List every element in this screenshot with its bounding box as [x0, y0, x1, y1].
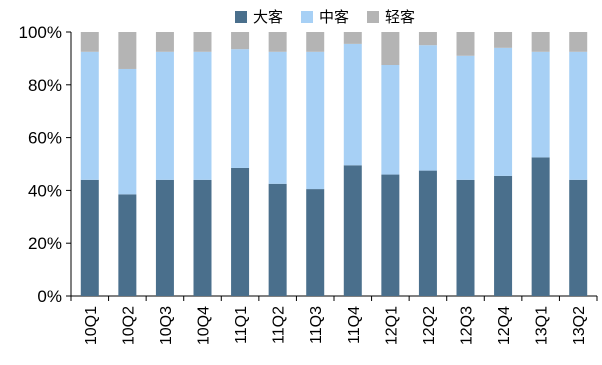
bar-segment-series-2: [456, 55, 475, 180]
bar-segment-series-3: [531, 32, 550, 52]
bar-segment-series-1: [569, 179, 588, 296]
y-tick-label: 40%: [28, 181, 62, 200]
bar-segment-series-2: [268, 51, 287, 184]
bar-segment-series-3: [268, 32, 287, 52]
bar-segment-series-1: [343, 165, 362, 296]
bar-segment-series-1: [118, 194, 137, 296]
legend-label-series-1: 大客: [253, 8, 284, 26]
bar-segment-series-1: [80, 179, 99, 296]
bar-segment-series-2: [118, 68, 137, 195]
bar-segment-series-2: [531, 51, 550, 158]
bar-segment-series-3: [193, 32, 212, 52]
legend-swatch-series-2: [301, 10, 314, 23]
bar-segment-series-3: [306, 32, 325, 52]
y-tick-label: 0%: [37, 287, 62, 306]
x-tick-label: 11Q3: [308, 306, 325, 344]
bar-segment-series-2: [306, 51, 325, 190]
bar-segment-series-1: [418, 170, 437, 296]
bar-segment-series-3: [118, 32, 137, 69]
bar-segment-series-1: [193, 179, 212, 296]
bar-segment-series-3: [231, 32, 250, 50]
bar-segment-series-3: [456, 32, 475, 56]
y-tick-label: 60%: [28, 129, 62, 148]
bar-segment-series-2: [569, 51, 588, 180]
legend-item-series-3: 轻客: [367, 6, 415, 27]
bar-segment-series-1: [456, 179, 475, 296]
legend-label-series-2: 中客: [319, 8, 350, 26]
x-tick-label: 10Q1: [83, 306, 100, 345]
legend-label-series-3: 轻客: [385, 8, 416, 26]
x-tick-label: 10Q3: [158, 306, 175, 345]
x-tick-label: 10Q4: [196, 306, 213, 345]
bar-segment-series-1: [155, 179, 174, 296]
y-tick-label: 80%: [28, 76, 62, 95]
x-tick-label: 12Q2: [421, 306, 438, 345]
bar-segment-series-2: [193, 51, 212, 180]
x-tick-label: 12Q3: [459, 306, 476, 345]
bar-segment-series-3: [343, 32, 362, 44]
bar-segment-series-2: [343, 43, 362, 166]
bar-segment-series-1: [268, 183, 287, 296]
bar-segment-series-1: [494, 175, 513, 296]
bar-segment-series-3: [155, 32, 174, 52]
x-tick-label: 11Q4: [346, 306, 363, 344]
x-tick-label: 12Q4: [496, 306, 513, 345]
bar-segment-series-2: [80, 51, 99, 180]
x-tick-label: 12Q1: [383, 306, 400, 345]
legend-swatch-series-3: [367, 10, 380, 23]
chart-legend: 大客 中客 轻客: [235, 6, 415, 27]
x-tick-label: 13Q2: [571, 306, 588, 345]
bar-segment-series-3: [418, 32, 437, 46]
bar-segment-series-3: [494, 32, 513, 48]
bar-segment-series-2: [155, 51, 174, 180]
bar-segment-series-1: [306, 189, 325, 296]
x-tick-label: 10Q2: [120, 306, 137, 345]
bar-segment-series-2: [494, 47, 513, 176]
bar-segment-series-3: [80, 32, 99, 52]
x-tick-label: 11Q2: [271, 306, 288, 344]
bar-segment-series-3: [569, 32, 588, 52]
legend-item-series-1: 大客: [235, 6, 283, 27]
bar-segment-series-2: [418, 45, 437, 171]
bar-segment-series-1: [531, 157, 550, 296]
legend-swatch-series-1: [235, 10, 247, 23]
bar-segment-series-2: [231, 49, 250, 168]
y-tick-label: 20%: [28, 234, 62, 253]
x-tick-label: 11Q1: [233, 306, 250, 344]
bar-segment-series-1: [231, 167, 250, 296]
x-tick-label: 13Q1: [534, 306, 551, 345]
y-tick-label: 100%: [19, 23, 62, 42]
legend-item-series-2: 中客: [301, 6, 349, 27]
bar-segment-series-1: [381, 174, 400, 296]
bar-segment-series-3: [381, 32, 400, 65]
bar-segment-series-2: [381, 65, 400, 175]
